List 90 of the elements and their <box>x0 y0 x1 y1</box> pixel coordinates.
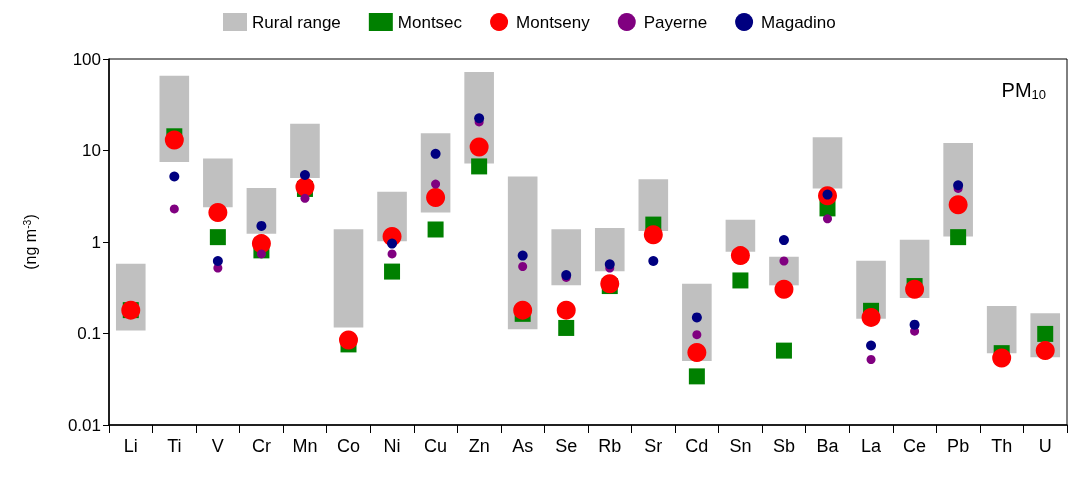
point <box>861 307 881 327</box>
legend-label: Magadino <box>761 12 836 32</box>
point <box>866 354 876 364</box>
x-tick-label: Rb <box>598 436 622 456</box>
bar <box>203 158 233 208</box>
x-tick-label: Mn <box>292 436 318 456</box>
point <box>256 220 267 231</box>
point <box>251 234 271 254</box>
point <box>778 235 789 246</box>
point <box>775 342 792 359</box>
point <box>774 279 794 299</box>
point <box>909 319 920 330</box>
x-tick-label: Sr <box>644 436 663 456</box>
point <box>643 225 663 245</box>
point <box>558 319 575 336</box>
point <box>426 187 446 207</box>
point <box>430 148 441 159</box>
bar <box>333 229 364 328</box>
x-tick-label: Cu <box>424 436 448 456</box>
point <box>517 250 528 261</box>
legend-label: Montseny <box>516 12 591 32</box>
x-tick-label: Ce <box>903 436 927 456</box>
legend-label: Rural range <box>252 12 341 32</box>
y-tick-label: 100 <box>72 49 101 69</box>
bar <box>812 137 843 189</box>
point <box>387 249 397 259</box>
x-tick-label: Li <box>123 436 138 456</box>
x-tick-label: Ni <box>383 436 401 456</box>
legend-label: Payerne <box>643 12 708 32</box>
point <box>866 340 877 351</box>
point <box>688 368 705 385</box>
bar <box>594 228 625 272</box>
bar <box>290 123 320 179</box>
point <box>518 261 528 271</box>
annotation: PM10 <box>1001 79 1047 102</box>
point <box>387 238 398 249</box>
point <box>948 195 968 215</box>
point <box>209 229 226 246</box>
bar <box>246 187 277 234</box>
point <box>823 214 832 224</box>
point <box>164 130 184 150</box>
x-tick-label: Cr <box>251 436 271 456</box>
x-tick-label: Zn <box>468 436 490 456</box>
point <box>300 193 310 203</box>
point <box>1035 341 1055 361</box>
point <box>427 221 444 238</box>
point <box>471 158 488 175</box>
y-axis-title: (ng m-3) <box>22 214 40 270</box>
x-tick-label: Cd <box>685 436 709 456</box>
bar <box>551 229 582 286</box>
x-tick-label: V <box>211 436 224 456</box>
point <box>556 300 576 320</box>
x-tick-label: Sn <box>729 436 752 456</box>
point <box>691 312 702 323</box>
point <box>687 343 707 362</box>
point <box>779 256 789 266</box>
point <box>604 259 615 270</box>
x-tick-label: Ti <box>167 436 182 456</box>
x-tick-label: As <box>512 436 534 456</box>
point <box>732 272 749 289</box>
point <box>474 113 485 124</box>
point <box>384 263 401 280</box>
x-tick-label: Ba <box>816 436 840 456</box>
y-tick-label: 1 <box>91 232 101 252</box>
x-tick-label: U <box>1038 436 1052 456</box>
y-tick-label: 0.01 <box>67 415 101 435</box>
x-tick-label: Co <box>336 436 361 456</box>
point <box>730 246 750 266</box>
point <box>339 330 358 350</box>
point <box>513 300 533 320</box>
point <box>169 171 180 182</box>
point <box>648 256 659 266</box>
point <box>431 179 441 189</box>
y-tick-label: 0.1 <box>77 324 101 343</box>
x-tick-label: Se <box>555 436 578 456</box>
point <box>299 169 310 180</box>
legend-label: Montsec <box>397 12 463 32</box>
point <box>208 203 228 223</box>
point <box>212 256 223 266</box>
x-tick-label: Sb <box>772 436 795 456</box>
x-tick-label: Th <box>991 436 1013 456</box>
y-tick-label: 10 <box>82 141 101 160</box>
x-tick-label: La <box>861 436 883 456</box>
point <box>950 229 967 246</box>
point <box>992 348 1012 368</box>
point <box>469 137 489 157</box>
point <box>692 330 702 340</box>
point <box>169 204 179 214</box>
bar <box>725 219 756 252</box>
x-tick-label: Pb <box>947 436 970 456</box>
